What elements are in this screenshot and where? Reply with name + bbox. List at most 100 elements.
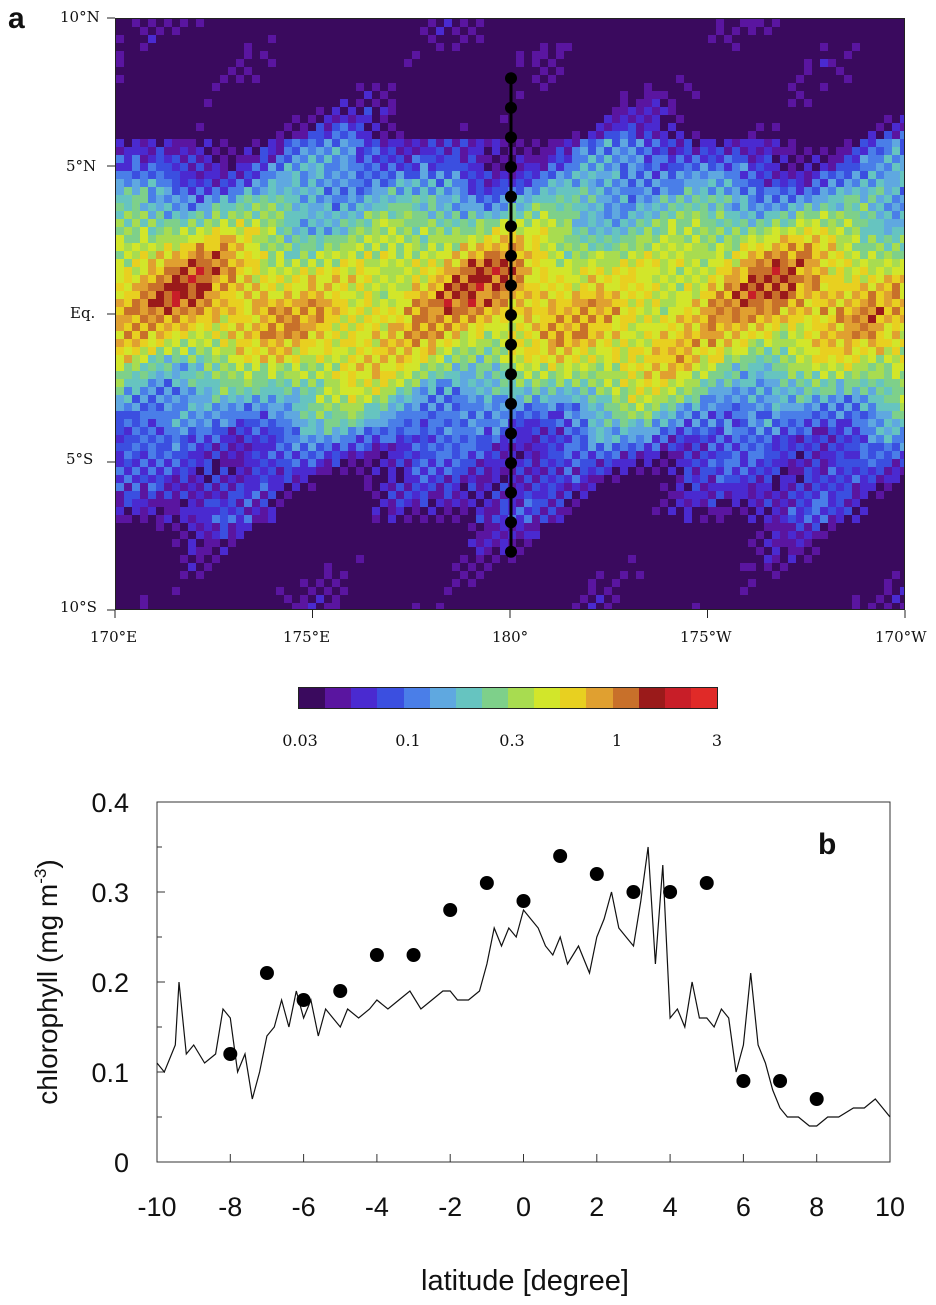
map-cell xyxy=(692,299,700,307)
map-cell xyxy=(844,131,852,139)
map-cell xyxy=(868,291,876,299)
map-cell xyxy=(196,107,204,115)
map-cell xyxy=(708,267,716,275)
map-cell xyxy=(188,107,196,115)
map-cell xyxy=(340,235,348,243)
map-cell xyxy=(268,387,276,395)
map-cell xyxy=(284,115,292,123)
map-cell xyxy=(668,379,676,387)
map-cell xyxy=(836,387,844,395)
map-cell xyxy=(148,179,156,187)
map-cell xyxy=(244,27,252,35)
map-cell xyxy=(396,163,404,171)
map-cell xyxy=(412,115,420,123)
map-cell xyxy=(436,115,444,123)
map-cell xyxy=(596,123,604,131)
map-cell xyxy=(428,187,436,195)
map-cell xyxy=(836,331,844,339)
map-cell xyxy=(876,275,884,283)
map-cell xyxy=(276,307,284,315)
map-cell xyxy=(828,363,836,371)
map-cell xyxy=(428,371,436,379)
map-cell xyxy=(644,395,652,403)
map-cell xyxy=(228,275,236,283)
map-cell xyxy=(276,27,284,35)
map-cell xyxy=(748,195,756,203)
map-cell xyxy=(516,211,524,219)
map-cell xyxy=(500,291,508,299)
map-cell xyxy=(620,291,628,299)
map-cell xyxy=(500,155,508,163)
map-cell xyxy=(524,395,532,403)
map-cell xyxy=(580,395,588,403)
map-cell xyxy=(204,315,212,323)
map-cell xyxy=(420,123,428,131)
map-cell xyxy=(172,403,180,411)
map-cell xyxy=(772,35,780,43)
map-cell xyxy=(132,299,140,307)
map-cell xyxy=(308,203,316,211)
map-cell xyxy=(308,75,316,83)
map-cell xyxy=(516,99,524,107)
map-cell xyxy=(500,307,508,315)
map-cell xyxy=(732,43,740,51)
map-cell xyxy=(820,403,828,411)
map-cell xyxy=(884,235,892,243)
map-cell xyxy=(204,187,212,195)
map-cell xyxy=(892,307,900,315)
map-cell xyxy=(588,43,596,51)
map-cell xyxy=(492,411,500,419)
map-cell xyxy=(204,115,212,123)
map-cell xyxy=(196,323,204,331)
map-cell xyxy=(212,395,220,403)
map-cell xyxy=(548,19,556,27)
map-cell xyxy=(412,147,420,155)
map-cell xyxy=(860,35,868,43)
map-cell xyxy=(356,91,364,99)
map-cell xyxy=(668,155,676,163)
map-cell xyxy=(332,43,340,51)
map-cell xyxy=(228,115,236,123)
map-cell xyxy=(900,395,904,403)
map-cell xyxy=(892,403,900,411)
map-cell xyxy=(524,19,532,27)
map-cell xyxy=(260,379,268,387)
map-cell xyxy=(548,123,556,131)
map-cell xyxy=(436,147,444,155)
map-cell xyxy=(812,83,820,91)
map-cell xyxy=(380,411,388,419)
map-cell xyxy=(420,387,428,395)
map-cell xyxy=(804,211,812,219)
map-cell xyxy=(220,59,228,67)
map-cell xyxy=(292,275,300,283)
map-cell xyxy=(836,195,844,203)
map-cell xyxy=(852,155,860,163)
map-cell xyxy=(804,219,812,227)
map-cell xyxy=(252,267,260,275)
map-cell xyxy=(868,123,876,131)
map-cell xyxy=(900,147,904,155)
map-cell xyxy=(580,123,588,131)
map-cell xyxy=(460,43,468,51)
map-cell xyxy=(284,163,292,171)
map-cell xyxy=(172,355,180,363)
map-cell xyxy=(684,203,692,211)
map-cell xyxy=(540,275,548,283)
map-cell xyxy=(324,43,332,51)
map-cell xyxy=(276,35,284,43)
map-cell xyxy=(716,171,724,179)
map-cell xyxy=(236,227,244,235)
map-cell xyxy=(276,267,284,275)
map-cell xyxy=(660,179,668,187)
map-cell xyxy=(844,99,852,107)
map-cell xyxy=(124,187,132,195)
map-cell xyxy=(356,307,364,315)
map-cell xyxy=(644,307,652,315)
map-cell xyxy=(692,331,700,339)
map-cell xyxy=(804,171,812,179)
map-cell xyxy=(292,75,300,83)
map-cell xyxy=(516,403,524,411)
map-cell xyxy=(220,323,228,331)
map-cell xyxy=(388,91,396,99)
map-cell xyxy=(412,331,420,339)
